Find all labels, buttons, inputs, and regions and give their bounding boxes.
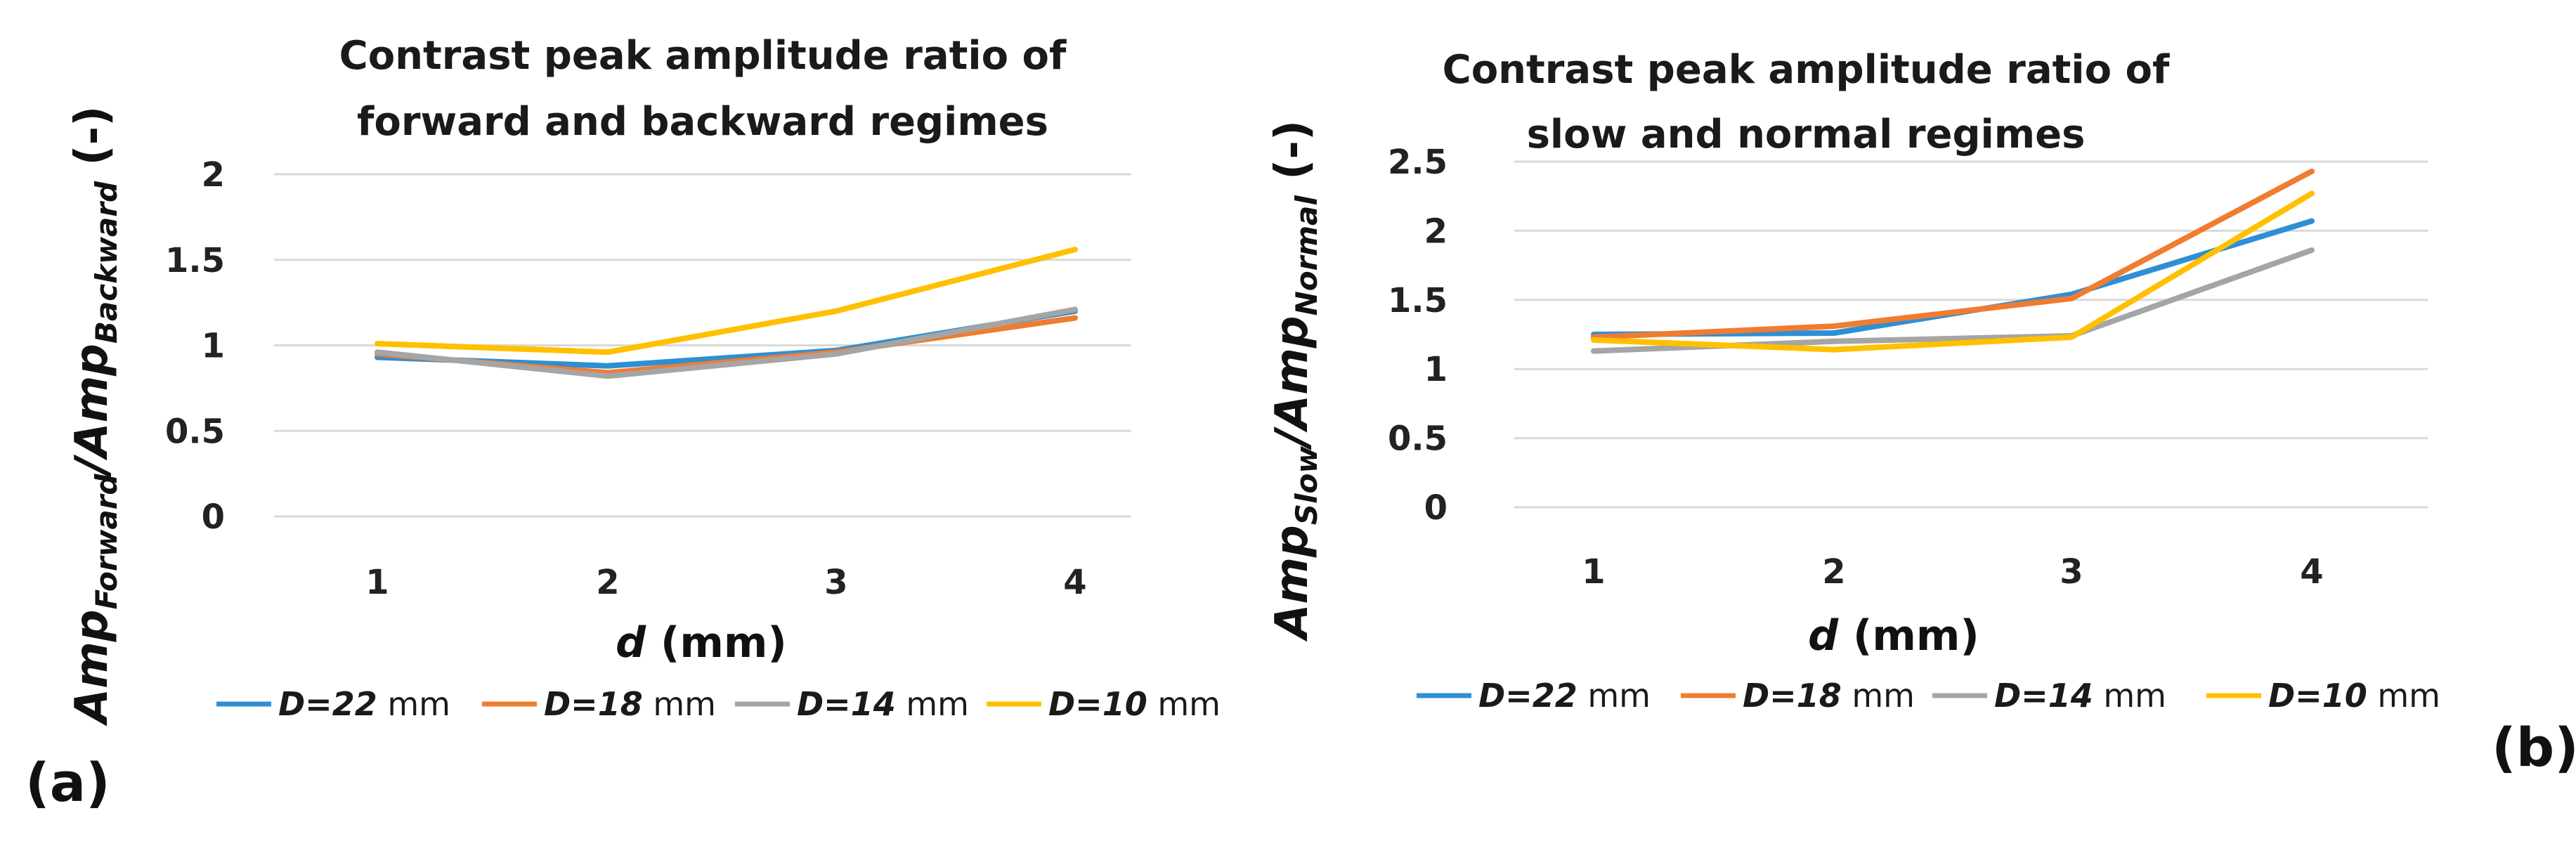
chart-b-y-axis-label: AmpSlow/AmpNormal (-) [1266, 120, 1324, 642]
x-tick-label: 2 [596, 563, 619, 602]
series-line-d10 [375, 247, 1078, 356]
chart-b-legend-item-d14: D=14 mm [1932, 677, 2166, 715]
chart-a-legend-item-d18: D=18 mm [482, 685, 716, 723]
chart-b-x-ticks: 1 2 3 4 [1582, 552, 2323, 592]
chart-b-title-line-2: slow and normal regimes [1527, 112, 2086, 157]
x-tick-label: 2 [1822, 552, 1845, 592]
legend-label: D=22 mm [1478, 677, 1651, 715]
chart-b-legend-item-d22: D=22 mm [1417, 677, 1651, 715]
series-line-d18 [1591, 168, 2315, 340]
chart-b-legend-item-d10: D=10 mm [2206, 677, 2440, 715]
chart-a-legend: D=22 mm D=18 mm D=14 mm D=10 mm [216, 685, 1221, 723]
y-tick-label: 1.5 [1388, 281, 1448, 320]
legend-label: D=14 mm [1994, 677, 2166, 715]
y-tick-label: 1 [202, 327, 225, 366]
legend-label: D=18 mm [544, 685, 716, 723]
y-tick-label: 1.5 [165, 241, 225, 280]
legend-label: D=14 mm [797, 685, 969, 723]
chart-b-legend: D=22 mm D=18 mm D=14 mm D=10 mm [1417, 677, 2440, 715]
series-line-d10 [1591, 190, 2315, 353]
x-tick-label: 1 [1582, 552, 1605, 592]
series-line-d22 [1591, 218, 2315, 337]
x-tick-label: 4 [1063, 563, 1086, 602]
y-tick-label: 2 [1424, 211, 1448, 251]
y-tick-label: 0 [1424, 488, 1448, 528]
chart-a: Contrast peak amplitude ratio of forward… [25, 33, 1221, 814]
chart-a-x-axis-label: d (mm) [616, 618, 787, 668]
x-tick-label: 3 [824, 563, 847, 602]
panel-label-b: (b) [2492, 716, 2576, 779]
chart-b-x-axis-label: d (mm) [1808, 611, 1979, 660]
chart-a-title-line-2: forward and backward regimes [357, 99, 1048, 145]
y-tick-label: 0 [202, 497, 225, 537]
y-tick-label: 0.5 [165, 412, 225, 451]
chart-a-title-line-1: Contrast peak amplitude ratio of [339, 33, 1067, 79]
chart-a-y-axis-label: AmpForward/AmpBackward (-) [66, 106, 124, 727]
series-line-d22 [375, 308, 1078, 369]
chart-b-y-ticks: 0 0.5 1 1.5 2 2.5 [1388, 143, 1448, 528]
series-line-d14 [375, 306, 1078, 379]
x-tick-label: 1 [365, 563, 389, 602]
chart-b-series [1591, 168, 2315, 354]
chart-a-legend-item-d14: D=14 mm [735, 685, 969, 723]
chart-b-legend-item-d18: D=18 mm [1681, 677, 1915, 715]
chart-a-series [375, 247, 1078, 379]
y-tick-label: 2 [202, 155, 225, 195]
legend-label: D=10 mm [1048, 685, 1221, 723]
chart-a-legend-item-d22: D=22 mm [216, 685, 450, 723]
panel-label-a: (a) [25, 751, 110, 814]
chart-b-title-line-1: Contrast peak amplitude ratio of [1443, 47, 2170, 93]
legend-label: D=10 mm [2268, 677, 2440, 715]
chart-a-x-ticks: 1 2 3 4 [365, 563, 1086, 602]
y-tick-label: 0.5 [1388, 419, 1448, 459]
legend-label: D=18 mm [1743, 677, 1915, 715]
chart-a-legend-item-d10: D=10 mm [987, 685, 1221, 723]
chart-b: Contrast peak amplitude ratio of slow an… [1266, 47, 2576, 779]
y-tick-label: 1 [1424, 350, 1448, 389]
x-tick-label: 3 [2060, 552, 2083, 592]
x-tick-label: 4 [2300, 552, 2323, 592]
chart-a-y-ticks: 0 0.5 1 1.5 2 [165, 155, 225, 537]
legend-label: D=22 mm [278, 685, 450, 723]
y-tick-label: 2.5 [1388, 143, 1448, 182]
